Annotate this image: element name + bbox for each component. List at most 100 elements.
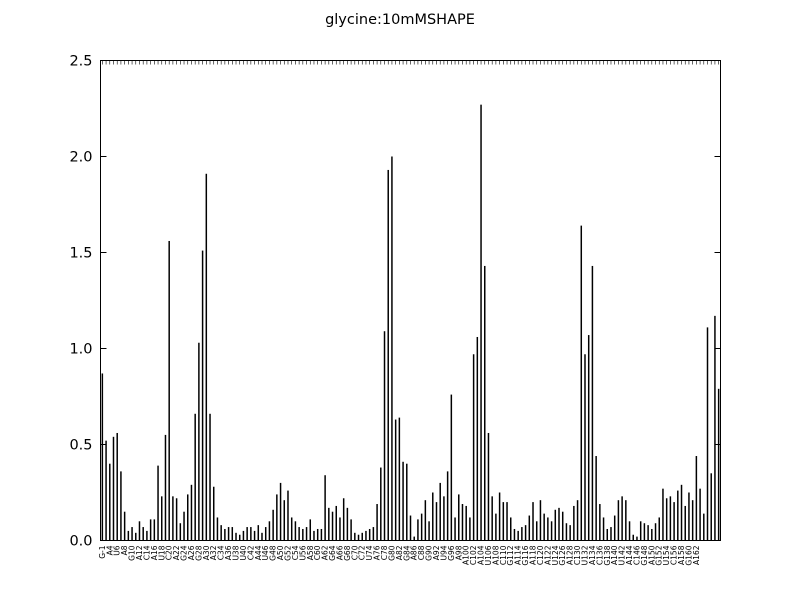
bar — [101, 373, 104, 541]
bar — [268, 521, 271, 541]
bar — [573, 505, 575, 541]
bar — [346, 507, 349, 541]
bar — [109, 463, 111, 541]
bar — [342, 498, 345, 541]
bar — [639, 521, 642, 541]
bar — [528, 515, 531, 541]
bar — [350, 519, 352, 541]
x-tick-label: G48 — [269, 545, 278, 561]
bar — [149, 519, 152, 541]
x-tick-label: A114 — [514, 545, 523, 565]
bar — [502, 502, 505, 541]
x-tick-label: C54 — [291, 545, 300, 560]
x-tick-label: C88 — [417, 545, 426, 560]
bar — [409, 515, 412, 541]
x-tick-label: G160 — [684, 545, 693, 565]
bar — [643, 523, 646, 541]
x-tick-label: A22 — [172, 545, 181, 560]
bar — [710, 473, 712, 541]
x-tick-label: C70 — [350, 545, 359, 560]
x-tick-label: A162 — [692, 545, 701, 565]
bar — [175, 498, 178, 541]
x-tick-label: C20 — [165, 545, 174, 560]
x-tick-label: U18 — [157, 545, 166, 560]
x-tick-label: A128 — [566, 545, 575, 565]
x-tick-label: G96 — [447, 545, 456, 561]
x-tick-label: U124 — [551, 545, 560, 565]
y-tick-label: 1.5 — [69, 246, 92, 262]
bar — [625, 500, 627, 541]
x-tick-label: C72 — [358, 545, 367, 560]
bar — [617, 500, 620, 541]
bar — [153, 519, 156, 541]
x-tick-label: U6 — [113, 545, 122, 555]
bar — [688, 492, 690, 541]
bar — [443, 496, 445, 541]
bar — [673, 502, 675, 541]
x-tick-label: U40 — [239, 545, 248, 560]
x-tick-label: A4 — [105, 545, 114, 555]
bar — [394, 419, 397, 541]
x-tick-label: A134 — [588, 545, 597, 565]
x-tick-label: G28 — [194, 545, 203, 561]
y-tick-label: 0.0 — [69, 534, 92, 550]
x-tick-label: A92 — [432, 545, 441, 560]
x-tick-label: U154 — [662, 545, 671, 565]
y-tick-label: 2.0 — [69, 150, 92, 166]
bars — [101, 104, 720, 541]
bar — [112, 436, 115, 541]
bar — [476, 336, 479, 541]
bar — [302, 528, 304, 541]
bar — [550, 521, 553, 541]
bar — [439, 482, 441, 541]
x-tick-label: A98 — [454, 545, 463, 560]
x-tick-label: A122 — [543, 545, 552, 565]
bar — [450, 394, 453, 541]
x-tick-label: G52 — [283, 545, 292, 561]
bar — [428, 521, 430, 541]
x-tick-label: C42 — [246, 545, 255, 560]
x-tick-label: A104 — [477, 545, 486, 565]
bar — [517, 530, 519, 541]
x-tick-label: C156 — [670, 545, 679, 565]
bar — [621, 496, 623, 541]
bar — [250, 527, 252, 541]
bar — [164, 434, 167, 541]
bar — [521, 527, 523, 541]
bar — [665, 498, 668, 541]
y-tick-label: 0.5 — [69, 438, 92, 454]
bar — [691, 500, 694, 541]
x-tick-label: A44 — [254, 545, 263, 560]
x-tick-label: A62 — [321, 545, 330, 560]
bar — [209, 413, 211, 541]
bar — [339, 517, 341, 541]
bar — [406, 463, 408, 541]
bar — [157, 465, 159, 541]
bar — [283, 500, 286, 541]
bar — [198, 342, 200, 541]
bar — [554, 509, 557, 541]
bar — [565, 523, 568, 541]
bar — [161, 496, 163, 541]
bar — [309, 519, 312, 541]
x-tick-label: C60 — [313, 545, 322, 560]
bar — [179, 523, 182, 541]
bar — [287, 490, 289, 541]
bar — [654, 523, 657, 541]
bar — [677, 490, 679, 541]
bar — [647, 525, 649, 541]
bar — [703, 513, 705, 541]
bar — [391, 156, 393, 541]
bar — [595, 456, 597, 541]
x-tick-label: A26 — [187, 545, 196, 560]
bar — [172, 496, 174, 541]
x-tick-label: C136 — [595, 545, 604, 565]
axis-ticks — [100, 60, 721, 541]
bar — [454, 517, 456, 541]
x-tick-label: A32 — [209, 545, 218, 560]
x-tick-label: G112 — [506, 545, 515, 565]
bar — [602, 517, 605, 541]
bar — [587, 335, 590, 541]
x-tick-label: U46 — [261, 545, 270, 560]
bar — [365, 530, 367, 541]
